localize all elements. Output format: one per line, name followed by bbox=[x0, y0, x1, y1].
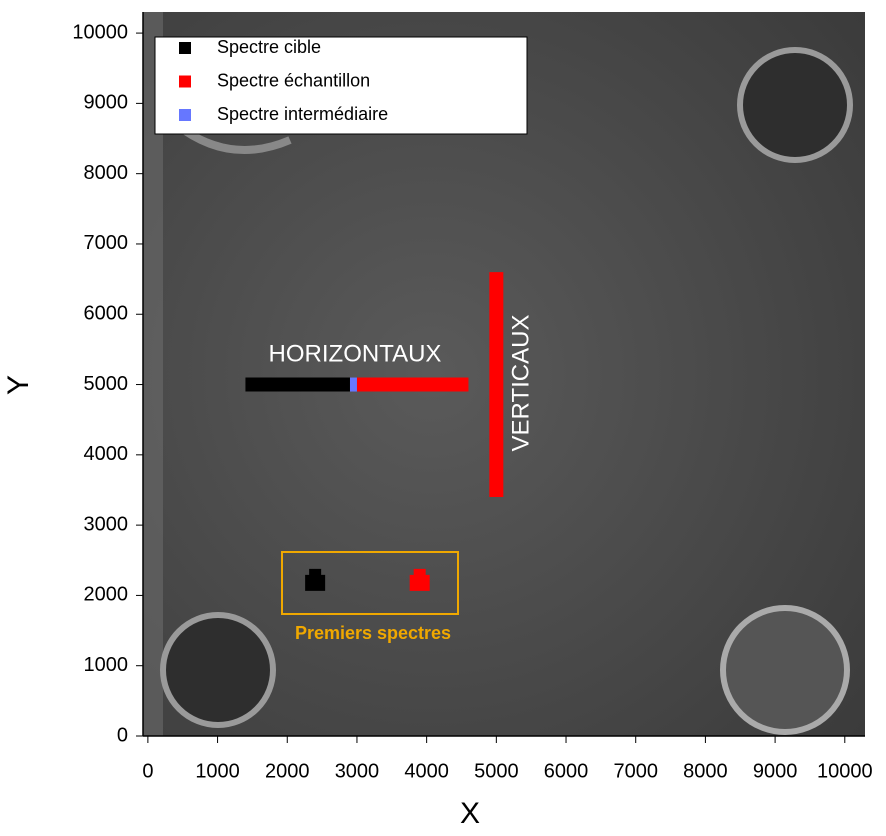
x-tick-label: 3000 bbox=[335, 760, 380, 782]
y-tick-label: 8000 bbox=[84, 162, 129, 184]
y-tick-label: 1000 bbox=[84, 654, 129, 676]
x-axis-label: X bbox=[460, 797, 480, 830]
x-tick-label: 7000 bbox=[613, 760, 658, 782]
y-tick-label: 10000 bbox=[72, 21, 128, 43]
x-tick-label: 0 bbox=[142, 760, 153, 782]
x-tick-label: 1000 bbox=[195, 760, 240, 782]
legend-swatch bbox=[179, 109, 191, 121]
y-axis-label: Y bbox=[2, 375, 35, 395]
legend-label: Spectre échantillon bbox=[217, 70, 370, 90]
annotation: Premiers spectres bbox=[295, 623, 451, 643]
marker bbox=[305, 574, 326, 591]
x-tick-label: 5000 bbox=[474, 760, 519, 782]
y-tick-label: 0 bbox=[117, 724, 128, 746]
legend-swatch bbox=[179, 75, 191, 88]
marker-top bbox=[413, 568, 426, 577]
annotation-box bbox=[281, 551, 459, 615]
legend: Spectre cible Spectre échantillon Spectre … bbox=[154, 36, 528, 135]
legend-label: Spectre cible bbox=[217, 37, 321, 57]
x-tick-label: 2000 bbox=[265, 760, 310, 782]
x-tick-label: 9000 bbox=[753, 760, 798, 782]
y-tick-label: 9000 bbox=[84, 92, 129, 114]
y-tick-label: 3000 bbox=[84, 513, 129, 535]
marker-top bbox=[309, 568, 322, 577]
legend-label: Spectre intermédiaire bbox=[217, 104, 388, 124]
annotation: VERTICAUX bbox=[507, 315, 534, 452]
x-tick-label: 10000 bbox=[817, 760, 873, 782]
y-tick-label: 4000 bbox=[84, 443, 129, 465]
y-tick-label: 5000 bbox=[84, 373, 129, 395]
y-tick-label: 7000 bbox=[84, 232, 129, 254]
annotation: HORIZONTAUX bbox=[269, 340, 442, 367]
marker bbox=[409, 574, 430, 591]
y-tick-label: 2000 bbox=[84, 584, 129, 606]
y-tick-label: 6000 bbox=[84, 303, 129, 325]
x-tick-label: 8000 bbox=[683, 760, 728, 782]
x-tick-label: 4000 bbox=[404, 760, 449, 782]
legend-swatch bbox=[179, 42, 191, 54]
x-tick-label: 6000 bbox=[544, 760, 589, 782]
